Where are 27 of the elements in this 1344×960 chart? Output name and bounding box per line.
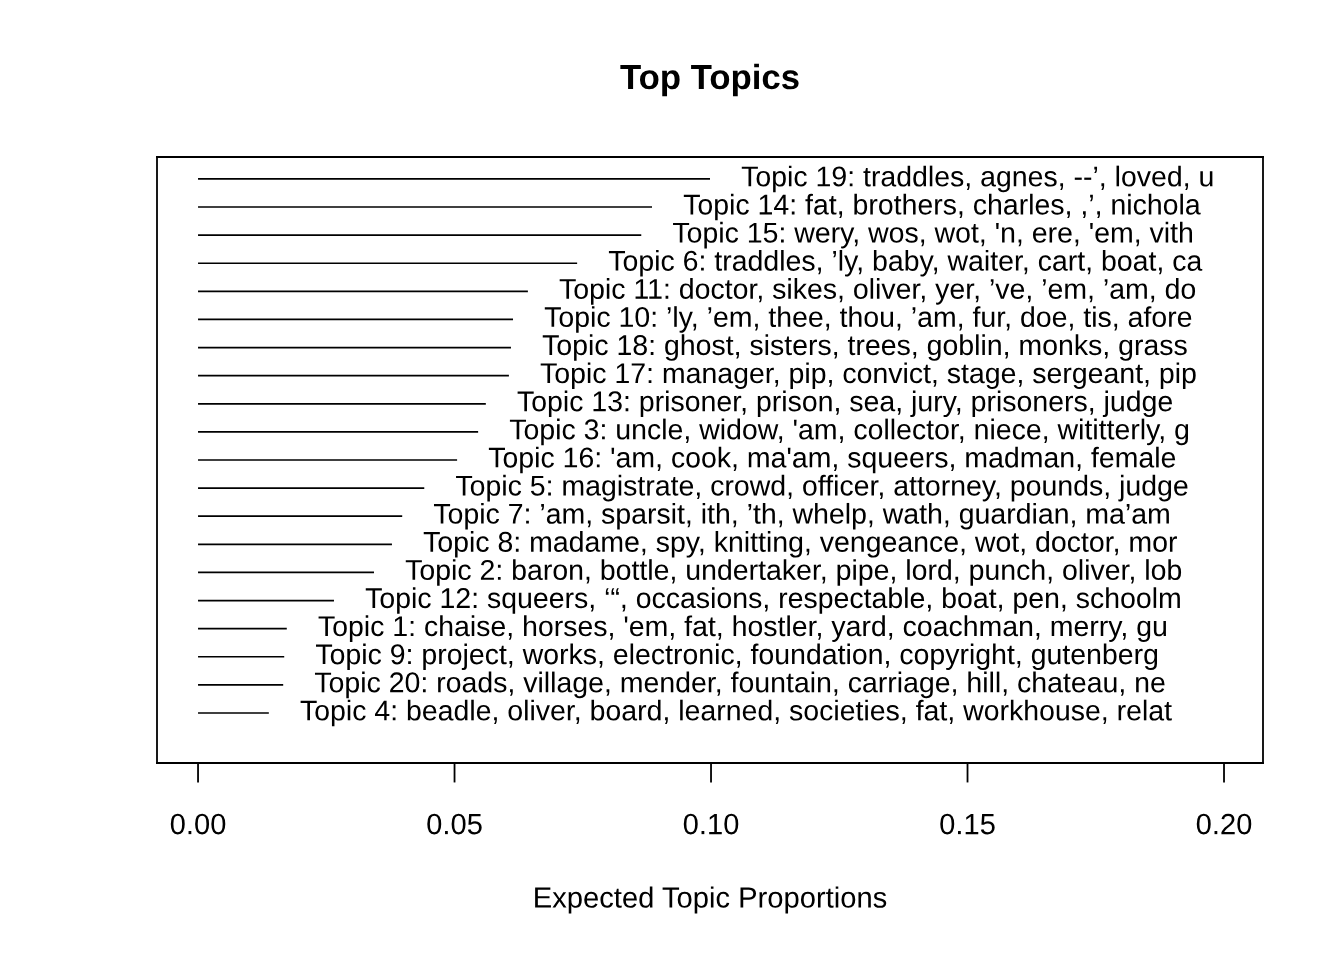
y-tick-label: Topic 6: traddles, ’ly, baby, waiter, cart, boat, ca <box>608 249 1203 277</box>
y-tick-label: Topic 1: chaise, horses, 'em, fat, hostler, yard, coachman, merry, gu <box>318 615 1166 642</box>
x-axis-title: Expected Topic Proportions <box>535 886 887 914</box>
y-tick-label: Topic 19: traddles, agnes, --’, loved, u <box>741 165 1213 193</box>
y-tick-label: Topic 7: ’am, sparsit, ith, ’th, whelp, wath, guardian, ma’am <box>433 502 1169 530</box>
chart-title: Top Topics <box>620 63 799 97</box>
y-tick-label: Topic 15: wery, wos, wot, 'n, ere, 'em, vith <box>673 221 1193 249</box>
x-tick-label: 0.15 <box>940 813 995 835</box>
y-tick-label: Topic 17: manager, pip, convict, stage, sergeant, pip <box>540 362 1196 389</box>
y-tick-label: Topic 10: ’ly, ’em, thee, thou, ’am, fur, doe, tis, afore <box>544 306 1192 333</box>
x-tick-label: 0.10 <box>683 813 739 835</box>
y-tick-label: Topic 16: 'am, cook, ma'am, squeers, madman, female <box>488 446 1176 474</box>
y-tick-label: Topic 18: ghost, sisters, trees, goblin, monks, grass <box>542 334 1187 361</box>
y-tick-label: Topic 12: squeers, ‘“, occasions, respectable, boat, pen, schoolm <box>365 587 1180 614</box>
y-tick-label: Topic 11: doctor, sikes, oliver, yer, ’ve, ’em, ’am, do <box>559 278 1196 305</box>
y-tick-label: Topic 20: roads, village, mender, fountain, carriage, hill, chateau, ne <box>314 671 1165 699</box>
y-tick-label: Topic 8: madame, spy, knitting, vengeance, wot, doctor, mor <box>423 531 1177 558</box>
y-tick-label: Topic 9: project, works, electronic, foundation, copyright, gutenberg <box>316 643 1158 671</box>
y-tick-label: Topic 13: prisoner, prison, sea, jury, prisoners, judge <box>517 390 1172 418</box>
x-tick-label: 0.20 <box>1196 813 1252 835</box>
y-tick-label: Topic 14: fat, brothers, charles, ,’, nichola <box>683 193 1201 221</box>
y-tick-label: Topic 4: beadle, oliver, board, learned, societies, fat, workhouse, relat <box>300 699 1172 727</box>
y-tick-label: Topic 3: uncle, widow, 'am, collector, niece, wititterly, g <box>509 418 1189 446</box>
y-tick-label: Topic 2: baron, bottle, undertaker, pipe, lord, punch, oliver, lob <box>405 559 1182 586</box>
y-tick-label: Topic 5: magistrate, crowd, officer, attorney, pounds, judge <box>456 474 1188 502</box>
x-tick-label: 0.05 <box>427 813 482 835</box>
x-tick-label: 0.00 <box>170 813 226 835</box>
